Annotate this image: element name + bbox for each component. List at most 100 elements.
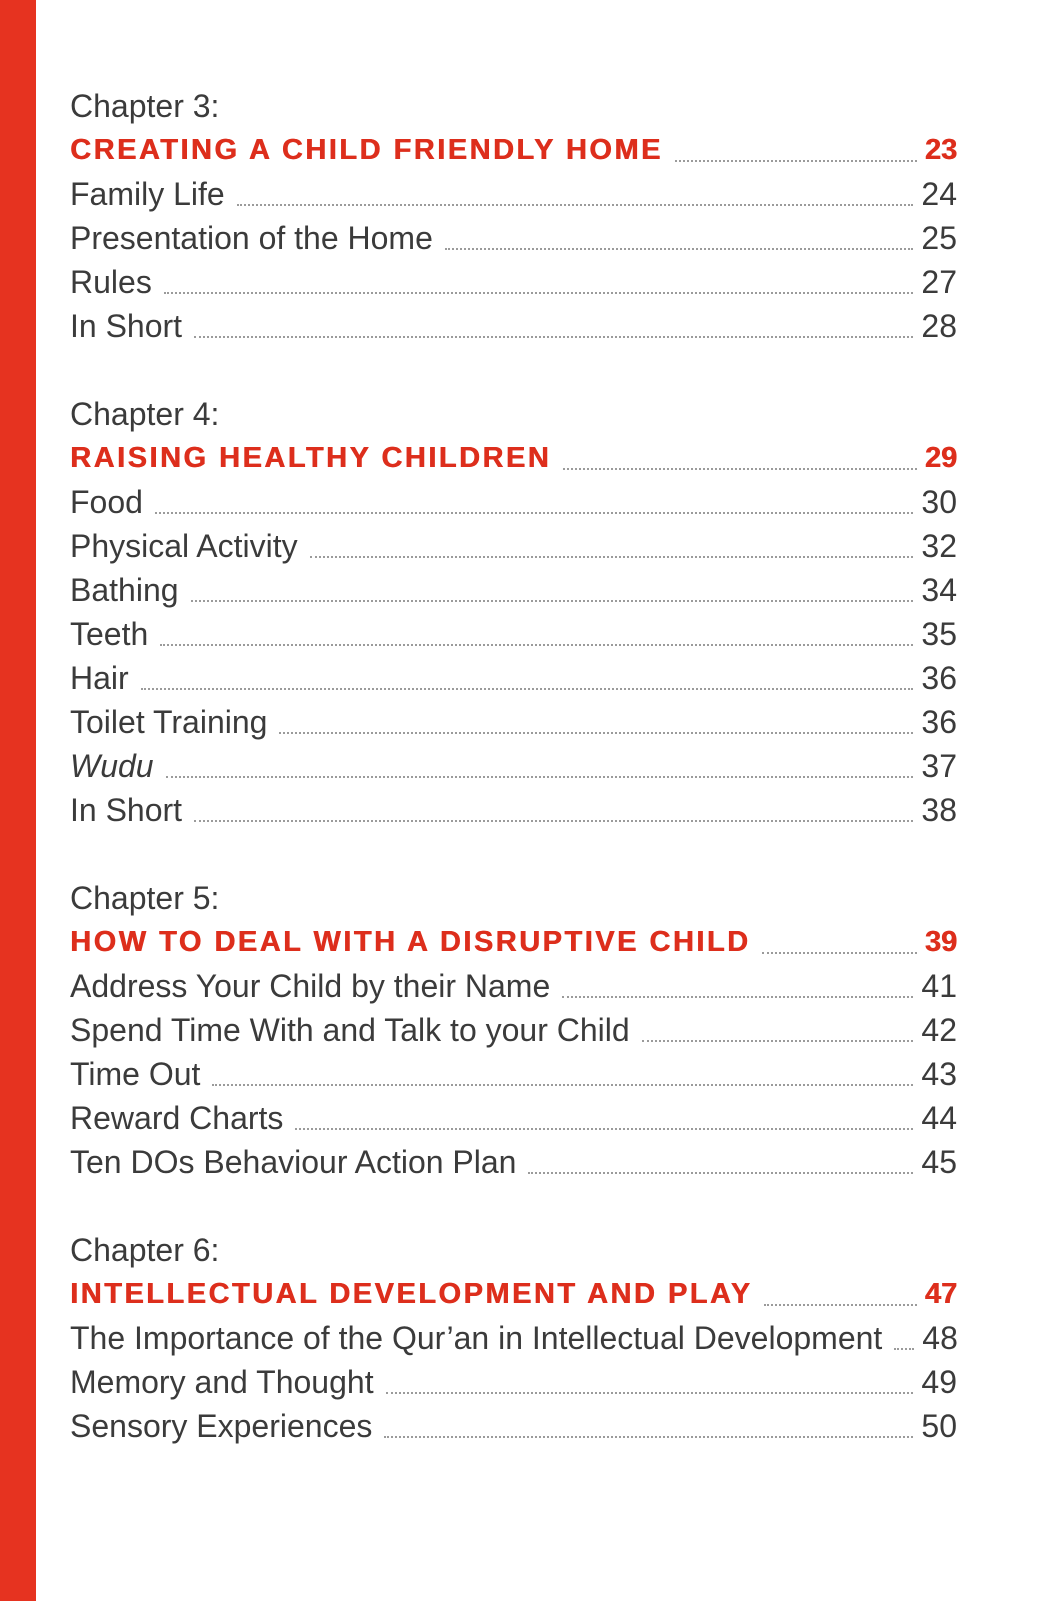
dotted-leader [160,644,914,646]
chapter-title: INTELLECTUAL DEVELOPMENT AND PLAY [70,1278,753,1310]
dotted-leader [444,248,914,250]
chapter-page-number: 47 [924,1278,957,1310]
entry-page-number: 36 [921,704,957,740]
entry-label: The Importance of the Qur’an in Intellec… [70,1320,883,1356]
chapter-page-number: 29 [924,442,957,474]
chapter-title: HOW TO DEAL WITH A DISRUPTIVE CHILD [70,926,751,958]
chapter-label-row: Chapter 4: [70,392,957,436]
dotted-leader [295,1128,914,1130]
dotted-leader [562,996,914,998]
toc-entry: Wudu 37 [70,744,957,788]
toc-entry: Ten DOs Behaviour Action Plan 45 [70,1140,957,1184]
toc-entry: Presentation of the Home 25 [70,216,957,260]
entry-page-number: 36 [921,660,957,696]
dotted-leader [212,1084,914,1086]
entry-label: Hair [70,660,129,696]
entry-label: Presentation of the Home [70,220,433,256]
entry-label: In Short [70,308,183,344]
dotted-leader [154,512,914,514]
page-edge-accent-bar [0,0,36,1601]
entry-label: Family Life [70,176,225,212]
dotted-leader [165,776,914,778]
entry-label: Memory and Thought [70,1364,374,1400]
chapter-title-row: HOW TO DEAL WITH A DISRUPTIVE CHILD 39 [70,920,957,964]
toc-entry: In Short 28 [70,304,957,348]
chapter-title-row: RAISING HEALTHY CHILDREN 29 [70,436,957,480]
entry-label: Wudu [70,748,154,784]
chapter-label: Chapter 5: [70,880,220,916]
chapter-title-row: INTELLECTUAL DEVELOPMENT AND PLAY 47 [70,1272,957,1316]
entry-label: Rules [70,264,152,300]
entry-label: Bathing [70,572,179,608]
toc-entry: In Short 38 [70,788,957,832]
toc-entry: Physical Activity 32 [70,524,957,568]
dotted-leader [194,820,914,822]
entry-page-number: 41 [921,968,957,1004]
entry-page-number: 48 [922,1320,958,1356]
entry-page-number: 42 [921,1012,957,1048]
entry-page-number: 35 [921,616,957,652]
entry-page-number: 25 [921,220,957,256]
dotted-leader [894,1348,915,1350]
dotted-leader [764,1304,917,1306]
entry-label: Food [70,484,143,520]
entry-label: Time Out [70,1056,201,1092]
toc-entry: Family Life 24 [70,172,957,216]
toc-entry: Address Your Child by their Name 41 [70,964,957,1008]
entry-page-number: 30 [921,484,957,520]
entry-page-number: 45 [921,1144,957,1180]
chapter-label: Chapter 4: [70,396,220,432]
table-of-contents: Chapter 3: CREATING A CHILD FRIENDLY HOM… [70,84,958,1492]
entry-page-number: 49 [921,1364,957,1400]
dotted-leader [309,556,914,558]
chapter-label: Chapter 3: [70,88,220,124]
toc-entry: Hair 36 [70,656,957,700]
entry-page-number: 44 [921,1100,957,1136]
toc-entry: Teeth 35 [70,612,957,656]
dotted-leader [194,336,914,338]
entry-label: Sensory Experiences [70,1408,373,1444]
entry-page-number: 43 [921,1056,957,1092]
chapter-title: CREATING A CHILD FRIENDLY HOME [70,134,663,166]
chapter-title: RAISING HEALTHY CHILDREN [70,442,552,474]
toc-entry: Memory and Thought 49 [70,1360,957,1404]
dotted-leader [563,468,917,470]
chapter-label: Chapter 6: [70,1232,220,1268]
entry-label: Address Your Child by their Name [70,968,551,1004]
dotted-leader [384,1436,914,1438]
toc-entry: Time Out 43 [70,1052,957,1096]
toc-section-chapter-3: Chapter 3: CREATING A CHILD FRIENDLY HOM… [70,84,957,348]
entry-label: In Short [70,792,183,828]
entry-page-number: 37 [921,748,957,784]
dotted-leader [190,600,914,602]
dotted-leader [140,688,914,690]
chapter-label-row: Chapter 5: [70,876,957,920]
dotted-leader [528,1172,914,1174]
toc-entry: Sensory Experiences 50 [70,1404,957,1448]
toc-entry: Food 30 [70,480,957,524]
dotted-leader [641,1040,914,1042]
dotted-leader [385,1392,914,1394]
chapter-page-number: 23 [924,134,957,166]
dotted-leader [163,292,914,294]
entry-page-number: 24 [921,176,957,212]
entry-label: Spend Time With and Talk to your Child [70,1012,630,1048]
entry-page-number: 50 [921,1408,957,1444]
toc-section-chapter-6: Chapter 6: INTELLECTUAL DEVELOPMENT AND … [70,1228,958,1448]
entry-page-number: 38 [921,792,957,828]
dotted-leader [674,160,917,162]
chapter-page-number: 39 [924,926,957,958]
entry-page-number: 32 [921,528,957,564]
toc-section-chapter-5: Chapter 5: HOW TO DEAL WITH A DISRUPTIVE… [70,876,957,1184]
entry-page-number: 28 [921,308,957,344]
toc-entry: Toilet Training 36 [70,700,957,744]
toc-entry: Bathing 34 [70,568,957,612]
entry-label: Teeth [70,616,149,652]
entry-label: Toilet Training [70,704,268,740]
toc-entry: Rules 27 [70,260,957,304]
chapter-title-row: CREATING A CHILD FRIENDLY HOME 23 [70,128,957,172]
chapter-label-row: Chapter 6: [70,1228,957,1272]
dotted-leader [236,204,914,206]
chapter-label-row: Chapter 3: [70,84,957,128]
